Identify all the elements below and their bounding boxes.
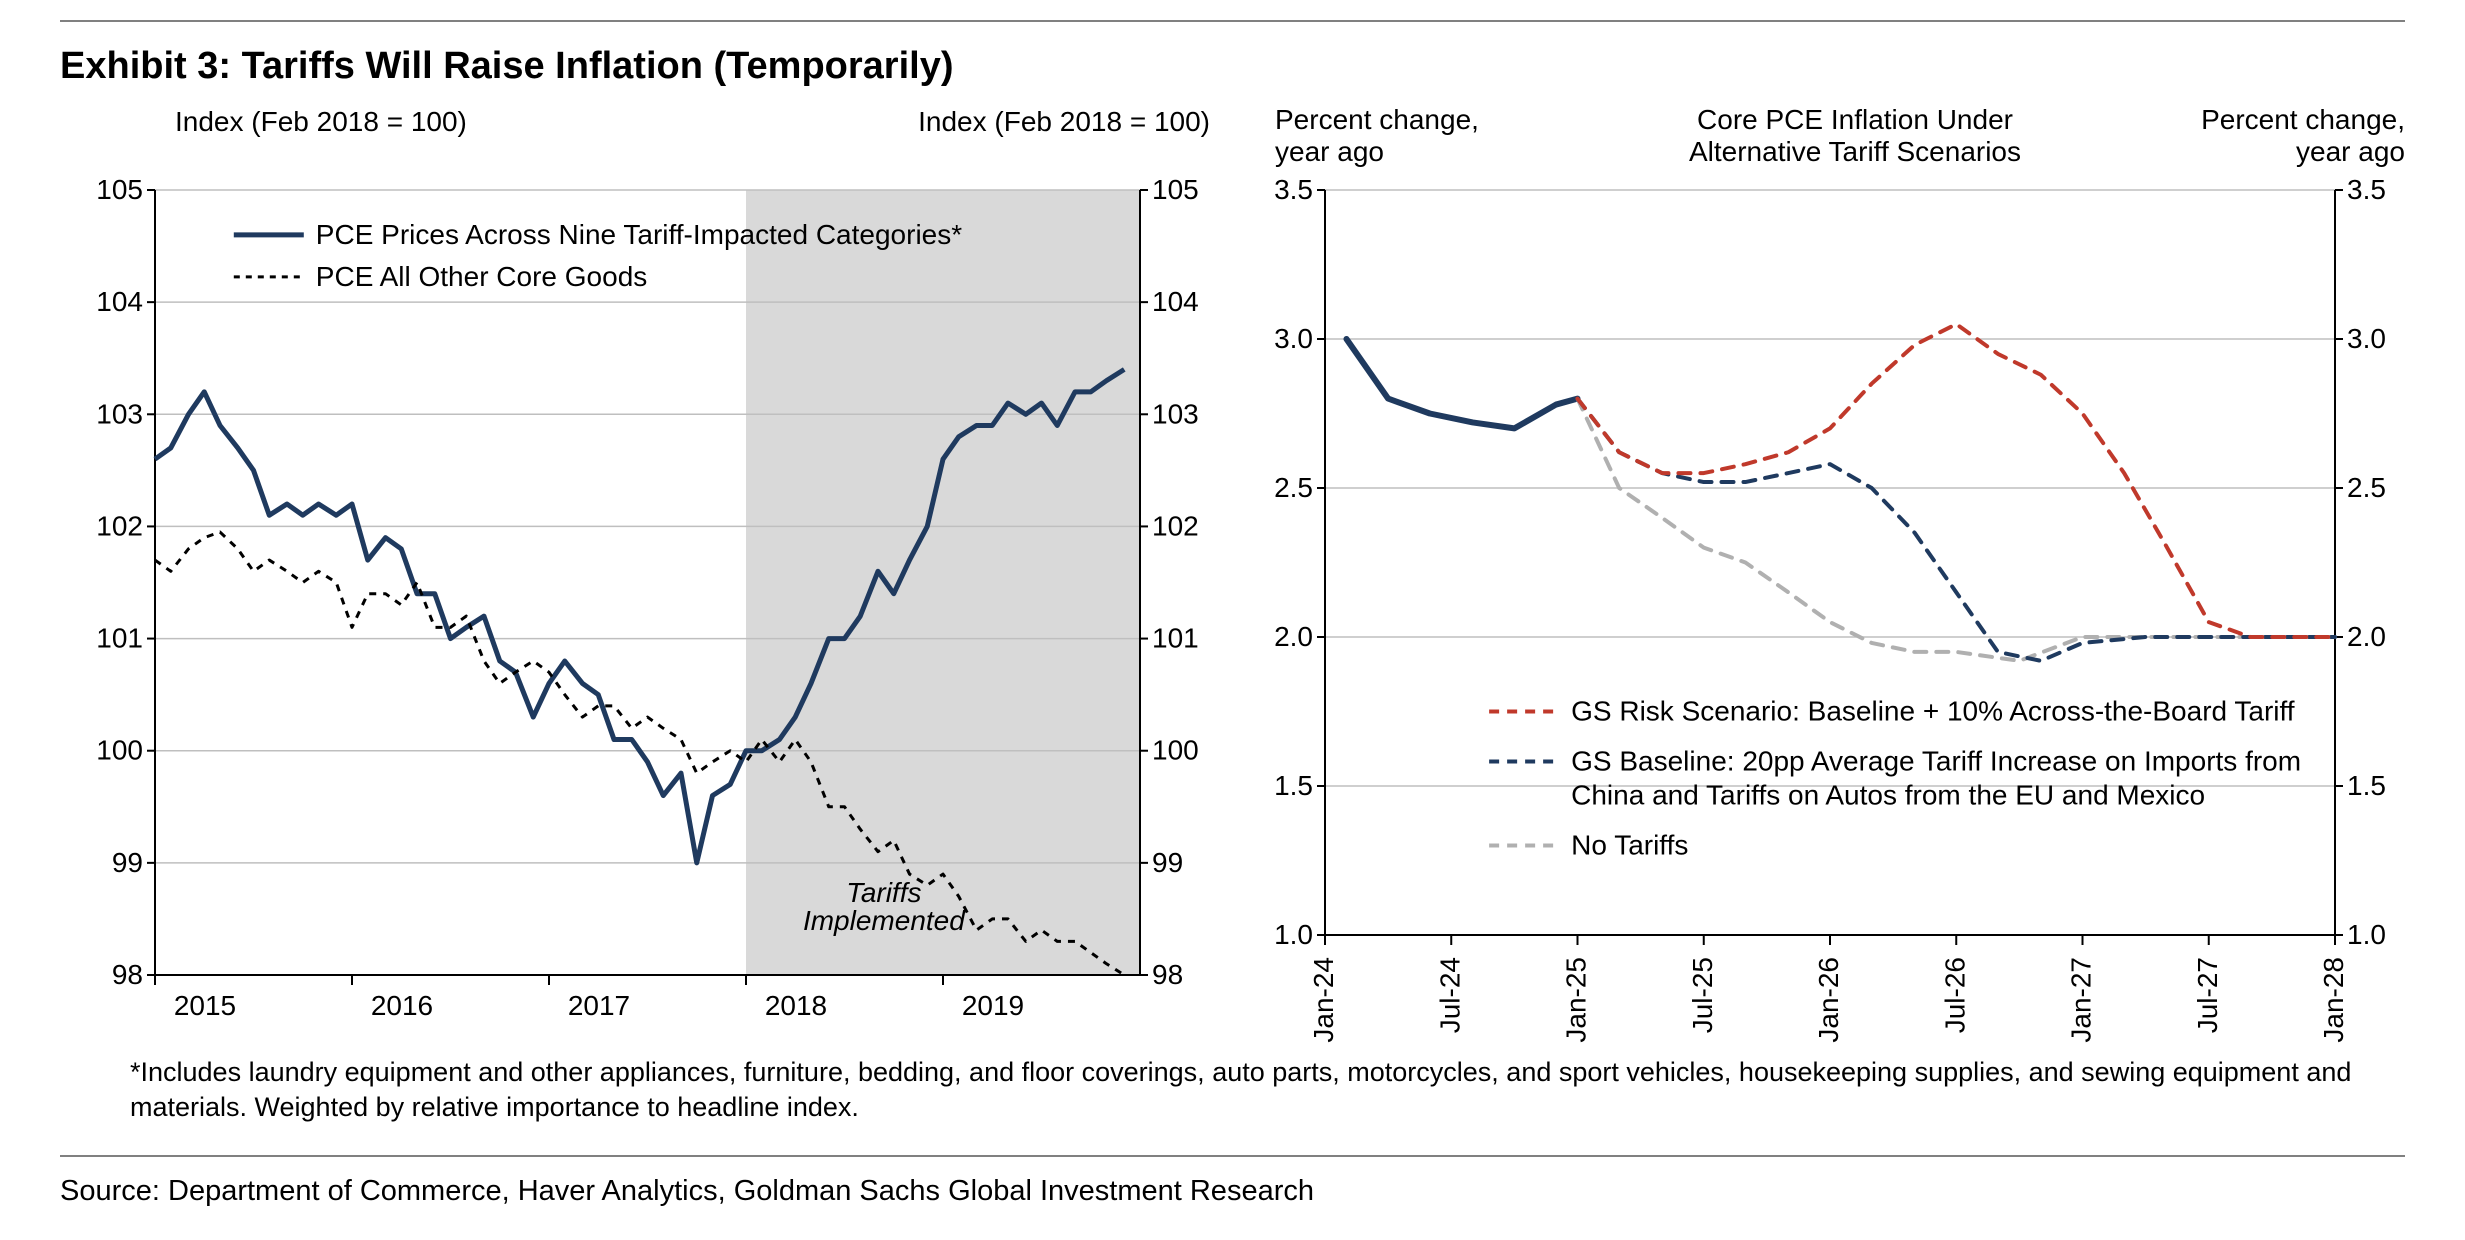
svg-text:Jan-26: Jan-26 <box>1813 957 1844 1043</box>
svg-text:101: 101 <box>1152 623 1199 654</box>
top-rule <box>60 20 2405 22</box>
svg-text:year ago: year ago <box>1275 136 1384 167</box>
exhibit-title: Exhibit 3: Tariffs Will Raise Inflation … <box>60 45 953 88</box>
svg-text:99: 99 <box>1152 847 1183 878</box>
svg-text:102: 102 <box>96 510 143 541</box>
svg-text:Jan-27: Jan-27 <box>2066 957 2097 1043</box>
right-chart-svg: 1.0 1.0 1.5 1.5 2.0 2.0 2.5 2.5 3.0 3.0 3.5 3.5 Jan-… <box>1250 105 2410 1045</box>
svg-text:1.0: 1.0 <box>1274 919 1313 950</box>
svg-text:GS Baseline: 20pp Average Tari: GS Baseline: 20pp Average Tariff Increas… <box>1571 746 2301 777</box>
footnote-text: *Includes laundry equipment and other ap… <box>130 1055 2405 1125</box>
left-chart-cell: 98 98 99 99 100 100 101 101 102 102 103 103 104 104 10… <box>60 105 1220 1055</box>
svg-text:2.5: 2.5 <box>1274 472 1313 503</box>
svg-text:2018: 2018 <box>765 990 827 1021</box>
charts-row: 98 98 99 99 100 100 101 101 102 102 103 103 104 104 10… <box>60 105 2405 1055</box>
left-chart-svg: 98 98 99 99 100 100 101 101 102 102 103 103 104 104 10… <box>60 105 1220 1045</box>
svg-text:PCE All Other Core Goods: PCE All Other Core Goods <box>316 261 647 292</box>
series-history <box>1346 339 1577 428</box>
svg-text:105: 105 <box>1152 174 1199 205</box>
svg-text:Index (Feb 2018 = 100): Index (Feb 2018 = 100) <box>918 106 1210 137</box>
svg-text:2016: 2016 <box>371 990 433 1021</box>
bottom-rule <box>60 1155 2405 1157</box>
svg-text:China and Tariffs on Autos fro: China and Tariffs on Autos from the EU a… <box>1571 780 2205 811</box>
svg-text:99: 99 <box>112 847 143 878</box>
svg-text:Alternative Tariff Scenarios: Alternative Tariff Scenarios <box>1689 136 2021 167</box>
svg-text:102: 102 <box>1152 510 1199 541</box>
svg-text:year ago: year ago <box>2296 136 2405 167</box>
svg-text:3.0: 3.0 <box>2347 323 2386 354</box>
svg-text:100: 100 <box>96 735 143 766</box>
svg-text:2015: 2015 <box>174 990 236 1021</box>
svg-text:103: 103 <box>1152 398 1199 429</box>
svg-text:GS Risk Scenario: Baseline + 1: GS Risk Scenario: Baseline + 10% Across-… <box>1571 696 2295 727</box>
svg-text:98: 98 <box>112 959 143 990</box>
svg-text:Jan-28: Jan-28 <box>2318 957 2349 1043</box>
svg-text:1.0: 1.0 <box>2347 919 2386 950</box>
svg-text:2019: 2019 <box>962 990 1024 1021</box>
series-no_tariffs <box>1578 399 2336 661</box>
svg-text:Jul-24: Jul-24 <box>1434 957 1465 1033</box>
svg-text:2017: 2017 <box>568 990 630 1021</box>
svg-text:Tariffs: Tariffs <box>846 877 921 908</box>
series-baseline <box>1578 399 2336 661</box>
svg-text:2.0: 2.0 <box>2347 621 2386 652</box>
svg-text:Jul-26: Jul-26 <box>1939 957 1970 1033</box>
svg-text:1.5: 1.5 <box>2347 770 2386 801</box>
svg-text:3.0: 3.0 <box>1274 323 1313 354</box>
svg-text:2.5: 2.5 <box>2347 472 2386 503</box>
svg-text:Jul-25: Jul-25 <box>1687 957 1718 1033</box>
svg-text:1.5: 1.5 <box>1274 770 1313 801</box>
svg-text:103: 103 <box>96 398 143 429</box>
svg-text:98: 98 <box>1152 959 1183 990</box>
right-chart-cell: 1.0 1.0 1.5 1.5 2.0 2.0 2.5 2.5 3.0 3.0 3.5 3.5 Jan-… <box>1250 105 2410 1055</box>
svg-text:PCE Prices Across Nine Tariff-: PCE Prices Across Nine Tariff-Impacted C… <box>316 219 962 250</box>
svg-text:101: 101 <box>96 623 143 654</box>
svg-text:Jul-27: Jul-27 <box>2192 957 2223 1033</box>
svg-text:100: 100 <box>1152 735 1199 766</box>
svg-text:104: 104 <box>1152 286 1199 317</box>
svg-text:104: 104 <box>96 286 143 317</box>
svg-text:Percent change,: Percent change, <box>2201 105 2405 135</box>
source-text: Source: Department of Commerce, Haver An… <box>60 1175 1314 1208</box>
svg-text:Implemented: Implemented <box>803 905 966 936</box>
svg-text:No Tariffs: No Tariffs <box>1571 830 1688 861</box>
svg-text:Percent change,: Percent change, <box>1275 105 1479 135</box>
svg-text:105: 105 <box>96 174 143 205</box>
svg-text:3.5: 3.5 <box>2347 174 2386 205</box>
svg-text:Jan-24: Jan-24 <box>1308 957 1339 1043</box>
exhibit-page: Exhibit 3: Tariffs Will Raise Inflation … <box>0 0 2465 1240</box>
svg-text:3.5: 3.5 <box>1274 174 1313 205</box>
svg-text:2.0: 2.0 <box>1274 621 1313 652</box>
svg-text:Core PCE Inflation Under: Core PCE Inflation Under <box>1697 105 2013 135</box>
svg-text:Jan-25: Jan-25 <box>1561 957 1592 1043</box>
svg-text:Index (Feb 2018 = 100): Index (Feb 2018 = 100) <box>175 106 467 137</box>
